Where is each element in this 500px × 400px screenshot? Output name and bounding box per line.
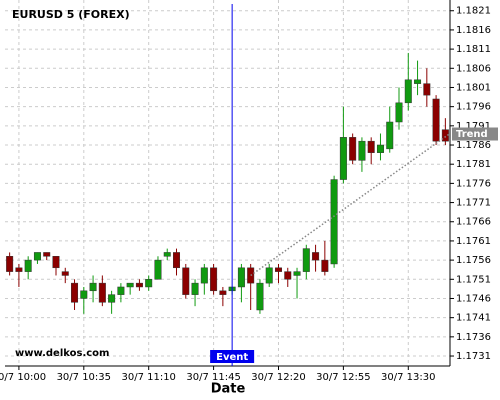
candle-body — [219, 290, 227, 295]
y-tick-label: 1.1811 — [456, 44, 491, 55]
watermark: www.delkos.com — [15, 348, 109, 359]
candle-body — [89, 282, 97, 292]
candle-body — [321, 259, 329, 272]
candle-body — [367, 140, 375, 153]
x-tick-label: 30/7 12:20 — [251, 372, 305, 383]
candle-body — [423, 83, 431, 96]
y-tick-label: 1.1771 — [456, 198, 491, 209]
candle-body — [154, 259, 162, 280]
x-tick-label: 30/7 11:45 — [186, 372, 240, 383]
candle-body — [210, 267, 218, 292]
candle-body — [293, 271, 301, 276]
trend-line — [250, 132, 451, 277]
candle-body — [33, 252, 41, 261]
event-label: Event — [216, 352, 248, 363]
candle-body — [376, 144, 384, 153]
candle-body — [52, 256, 60, 269]
x-axis-title: Date — [211, 382, 246, 397]
y-tick-label: 1.1761 — [456, 236, 491, 247]
y-tick-label: 1.1781 — [456, 159, 491, 170]
x-tick-label: 30/7 10:00 — [0, 372, 46, 383]
candle-body — [43, 252, 51, 257]
candle-body — [98, 282, 106, 303]
y-tick-label: 1.1806 — [456, 63, 491, 74]
candle-body — [108, 294, 116, 303]
candle-body — [6, 256, 14, 272]
candle-body — [145, 279, 153, 288]
candle-body — [200, 267, 208, 284]
y-tick-label: 1.1756 — [456, 255, 491, 266]
chart-title: EURUSD 5 (FOREX) — [12, 8, 130, 21]
candle-body — [386, 121, 394, 150]
y-tick-label: 1.1746 — [456, 293, 491, 304]
candle-body — [274, 267, 282, 272]
candle-body — [61, 271, 69, 276]
candle-body — [441, 129, 449, 142]
candle-body — [80, 290, 88, 299]
candle-body — [191, 282, 199, 295]
candle-body — [24, 259, 32, 272]
candle-body — [330, 179, 338, 265]
candle-body — [15, 267, 23, 272]
event-tag — [210, 350, 255, 363]
candle-body — [395, 102, 403, 123]
y-tick-label: 1.1731 — [456, 351, 491, 362]
y-tick-label: 1.1796 — [456, 102, 491, 113]
candle-body — [256, 282, 264, 311]
candle-body — [414, 79, 422, 84]
candle-body — [404, 79, 412, 104]
candle-body — [135, 282, 143, 288]
y-tick-label: 1.1766 — [456, 217, 491, 228]
y-tick-label: 1.1786 — [456, 140, 491, 151]
x-tick-label: 30/7 10:35 — [57, 372, 111, 383]
candle-body — [432, 98, 440, 142]
y-tick-label: 1.1791 — [456, 121, 491, 132]
candle-body — [71, 282, 79, 303]
candle-body — [173, 252, 181, 269]
candle-body — [265, 267, 273, 284]
x-tick-label: 30/7 13:30 — [381, 372, 435, 383]
y-tick-label: 1.1821 — [456, 6, 491, 17]
y-tick-label: 1.1751 — [456, 274, 491, 285]
trend-label: Trend — [456, 129, 488, 140]
candle-body — [237, 267, 245, 288]
trend-tag — [452, 127, 498, 141]
x-tick-label: 30/7 11:10 — [121, 372, 175, 383]
candle-body — [302, 248, 310, 272]
candle-body — [163, 252, 171, 257]
candle-body — [182, 267, 190, 295]
marks — [6, 52, 449, 314]
candle-body — [126, 282, 134, 288]
y-tick-label: 1.1801 — [456, 82, 491, 93]
candle-body — [339, 137, 347, 180]
x-tick-label: 30/7 12:55 — [316, 372, 370, 383]
y-tick-label: 1.1741 — [456, 313, 491, 324]
y-tick-label: 1.1816 — [456, 25, 491, 36]
candle-body — [349, 137, 357, 161]
y-tick-label: 1.1776 — [456, 178, 491, 189]
candle-body — [358, 140, 366, 161]
candle-body — [117, 286, 125, 295]
y-tick-label: 1.1736 — [456, 332, 491, 343]
candle-body — [312, 252, 320, 261]
candle-body — [284, 271, 292, 280]
